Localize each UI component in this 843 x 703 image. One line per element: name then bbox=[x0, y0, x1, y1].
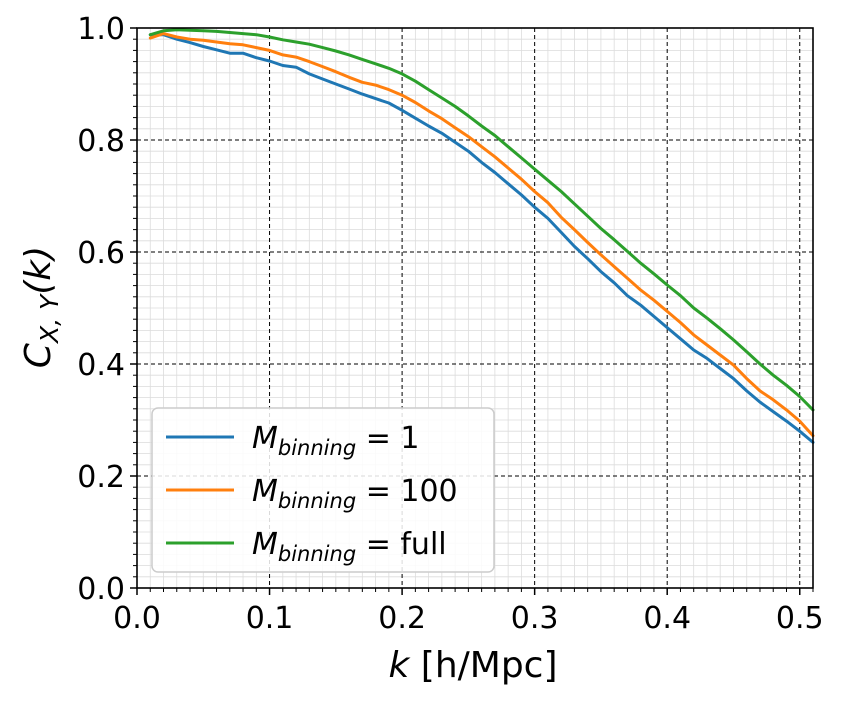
y-axis-label-arg: (k) bbox=[18, 246, 59, 295]
x-tick-label: 0.3 bbox=[511, 601, 559, 636]
legend-label-base: M bbox=[252, 474, 278, 509]
tick-labels: 0.0 0.1 0.2 0.3 0.4 0.5 0.0 0.2 0.4 0.6 0.8 1.0 bbox=[77, 12, 823, 636]
x-axis-label: k [h/Mpc] bbox=[388, 645, 557, 686]
series-line-1 bbox=[148, 33, 815, 444]
x-tick-label: 0.2 bbox=[378, 601, 426, 636]
y-tick-label: 0.6 bbox=[77, 236, 125, 271]
series-line-2 bbox=[148, 32, 815, 438]
y-axis-label-base: C bbox=[18, 342, 59, 368]
legend-label-3: Mbinning = full bbox=[252, 527, 447, 566]
x-tick-label: 0.0 bbox=[113, 601, 161, 636]
x-tick-label: 0.5 bbox=[776, 601, 824, 636]
legend-label-1: Mbinning = 1 bbox=[252, 421, 419, 460]
legend-box bbox=[151, 407, 495, 573]
y-axis-label-sub: X, Y bbox=[35, 293, 64, 345]
x-tick-label: 0.1 bbox=[246, 601, 294, 636]
legend-label-sub: binning bbox=[278, 436, 356, 460]
y-tick-label: 0.4 bbox=[77, 348, 125, 383]
series-layer bbox=[148, 28, 815, 444]
legend-label-value: = 1 bbox=[356, 421, 419, 456]
y-axis-label: CX, Y(k) bbox=[18, 246, 64, 368]
x-tick-label: 0.4 bbox=[643, 601, 691, 636]
legend-label-value: = full bbox=[356, 527, 446, 562]
axis-ticks bbox=[130, 27, 814, 595]
legend-label-value: = 100 bbox=[356, 474, 457, 509]
y-tick-label: 0.2 bbox=[77, 460, 125, 495]
x-axis-label-var: k bbox=[388, 645, 411, 686]
x-axis-label-unit: [h/Mpc] bbox=[409, 645, 557, 686]
legend-label-sub: binning bbox=[278, 489, 356, 513]
y-tick-label: 0.0 bbox=[77, 572, 125, 607]
legend-label-sub: binning bbox=[278, 542, 356, 566]
legend-label-base: M bbox=[252, 421, 278, 456]
y-tick-label: 1.0 bbox=[77, 12, 125, 47]
series-line-3 bbox=[148, 28, 815, 412]
legend-label-2: Mbinning = 100 bbox=[252, 474, 458, 513]
legend-label-base: M bbox=[252, 527, 278, 562]
y-tick-label: 0.8 bbox=[77, 124, 125, 159]
